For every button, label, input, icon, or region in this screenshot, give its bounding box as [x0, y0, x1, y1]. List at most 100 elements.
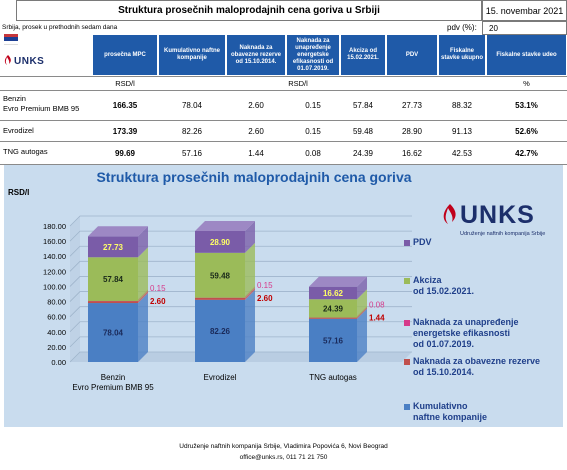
gridline	[69, 230, 412, 242]
data-label: 82.26	[210, 327, 231, 336]
y-tick-label: 0.00	[51, 358, 66, 367]
data-label: 57.84	[103, 275, 124, 284]
table-cell: 91.13	[438, 121, 486, 141]
data-label: 27.73	[103, 243, 124, 252]
gridline	[69, 291, 412, 302]
report-date: 15. novembar 2021	[482, 0, 567, 21]
table-cell-text: 0.15	[305, 101, 321, 110]
serbia-flag-icon	[4, 34, 18, 45]
y-tick-label: 80.00	[47, 298, 66, 307]
table-cell: 42.53	[438, 142, 486, 164]
bar-segment	[195, 297, 245, 300]
y-tick-label: 160.00	[43, 237, 66, 246]
y-axis-label: RSD/l	[8, 188, 29, 197]
category-label: Evro Premium BMB 95	[72, 383, 154, 392]
unit-rsd-1: RSD/l	[92, 76, 158, 90]
bar-segment	[309, 318, 357, 362]
legend-item: PDV	[413, 237, 432, 248]
table-cell-text: 173.39	[112, 126, 138, 136]
column-header-6: Fiskalne stavke ukupno	[439, 35, 485, 75]
pdv-label: pdv (%):	[447, 23, 477, 32]
y-tick-label: 20.00	[47, 343, 66, 352]
data-label: 78.04	[103, 329, 124, 338]
legend-swatch	[404, 359, 410, 365]
table-cell-text: 0.15	[305, 126, 321, 136]
legend-item: Naknada za unapređenje energetske efikasn…	[413, 317, 519, 350]
table-cell-text: 166.35	[112, 101, 138, 110]
table-row-name-line: Benzin	[3, 94, 26, 103]
gridline	[69, 321, 412, 333]
legend-swatch	[404, 404, 410, 410]
bar-segment-side	[245, 242, 255, 298]
chart-plot: 0.00 20.00 40.00 60.00 80.00 100.00 120.00 140.…	[8, 188, 412, 392]
table-cell: 173.39	[92, 121, 158, 141]
legend-item-line: od 15.02.2021.	[413, 286, 475, 296]
table-cell: 88.32	[438, 91, 486, 120]
data-label: 1.44	[369, 314, 385, 323]
y-tick-label: 120.00	[43, 267, 66, 276]
legend-item-line: PDV	[413, 237, 432, 247]
y-tick-label: 180.00	[43, 222, 66, 231]
table-cell: 42.7%	[486, 142, 567, 164]
y-tick-label: 40.00	[47, 328, 66, 337]
table-cell-text: 78.04	[181, 101, 203, 110]
bar-segment	[309, 299, 357, 318]
bar-segment	[88, 301, 138, 304]
report-title: Struktura prosečnih maloprodajnih cena g…	[16, 0, 482, 21]
bar-segment	[309, 317, 357, 319]
gridline	[69, 336, 412, 348]
table-cell: 0.08	[286, 142, 340, 164]
y-tick-label: 140.00	[43, 252, 66, 261]
legend-swatch	[404, 278, 410, 284]
category-label: TNG autogas	[309, 373, 357, 382]
gridline	[69, 260, 412, 272]
table-cell: 82.26	[158, 121, 226, 141]
column-header-1: Kumulativno naftne kompanije	[159, 35, 225, 75]
legend-item: Kumulativno naftne kompanije	[413, 401, 487, 423]
table-cell: 0.15	[286, 121, 340, 141]
bar-segment-side	[138, 291, 148, 304]
data-label: 2.60	[150, 297, 166, 306]
footer-line2: office@unks.rs, 011 71 21 750	[239, 454, 328, 461]
unit-rsd-1-text: RSD/l	[115, 78, 135, 88]
table-cell-text: 27.73	[401, 101, 423, 110]
table-cell: 2.60	[226, 91, 286, 120]
bar-segment-side	[357, 308, 367, 362]
legend-item: Naknada za obavezne rezerve od 15.10.2014…	[413, 356, 540, 378]
table-row-name: Evrodizel	[3, 126, 34, 136]
bar-segment	[88, 257, 138, 301]
data-label: 28.90	[210, 238, 231, 247]
gridline	[69, 306, 412, 317]
table-row-name: Benzin Evro Premium BMB 95	[3, 94, 79, 114]
table-row-name: TNG autogas	[3, 147, 48, 157]
table-cell-text: 2.60	[248, 101, 264, 110]
column-header-text: Fiskalne stavke udeo	[496, 51, 557, 58]
table-cell: 2.60	[226, 121, 286, 141]
column-header-3: Naknada za unapređenje energetske efikas…	[287, 35, 339, 75]
legend-swatch	[404, 320, 410, 326]
table-cell: 99.69	[92, 142, 158, 164]
unit-rsd-2: RSD/l	[158, 76, 438, 90]
bar-segment	[195, 230, 245, 253]
gridline	[69, 215, 412, 227]
data-label: 0.15	[150, 284, 166, 293]
column-header-text: Naknada za unapređenje energetske efikas…	[292, 37, 334, 72]
table-cell-text: 52.6%	[515, 126, 538, 136]
table-cell: 53.1%	[486, 91, 567, 120]
gridline	[69, 276, 412, 287]
column-header-text: Fiskalne stavke ukupno	[441, 48, 484, 61]
chart-unks-logo: UNKS Udruženje naftnih kompanija Srbije	[442, 201, 557, 241]
legend-item-line: od 01.07.2019.	[413, 339, 475, 349]
data-label: 24.39	[323, 304, 344, 313]
table-cell-text: 57.84	[352, 101, 374, 110]
legend-item: Akciza od 15.02.2021.	[413, 275, 474, 297]
table-cell-text: 53.1%	[515, 101, 538, 110]
bar-segment-side	[245, 287, 255, 300]
table-cell-text: 91.13	[451, 126, 473, 136]
table-row-name-line: TNG autogas	[3, 147, 48, 156]
bar-segment-side	[138, 293, 148, 362]
data-label: 0.15	[257, 281, 273, 290]
pdv-value: 20	[482, 21, 567, 35]
column-header-4: Akciza od 15.02.2021.	[341, 35, 385, 75]
footer-line1: Udruženje naftnih kompanija Srbije, Vlad…	[179, 443, 388, 450]
